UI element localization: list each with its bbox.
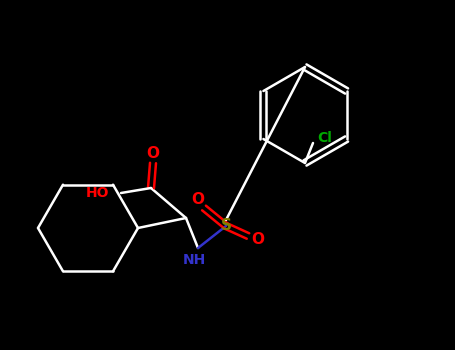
Text: O: O — [192, 191, 204, 206]
Text: S: S — [221, 218, 232, 233]
Text: O: O — [147, 147, 160, 161]
Text: HO: HO — [86, 186, 109, 200]
Text: NH: NH — [182, 253, 206, 267]
Text: Cl: Cl — [318, 131, 333, 145]
Text: O: O — [252, 232, 264, 247]
